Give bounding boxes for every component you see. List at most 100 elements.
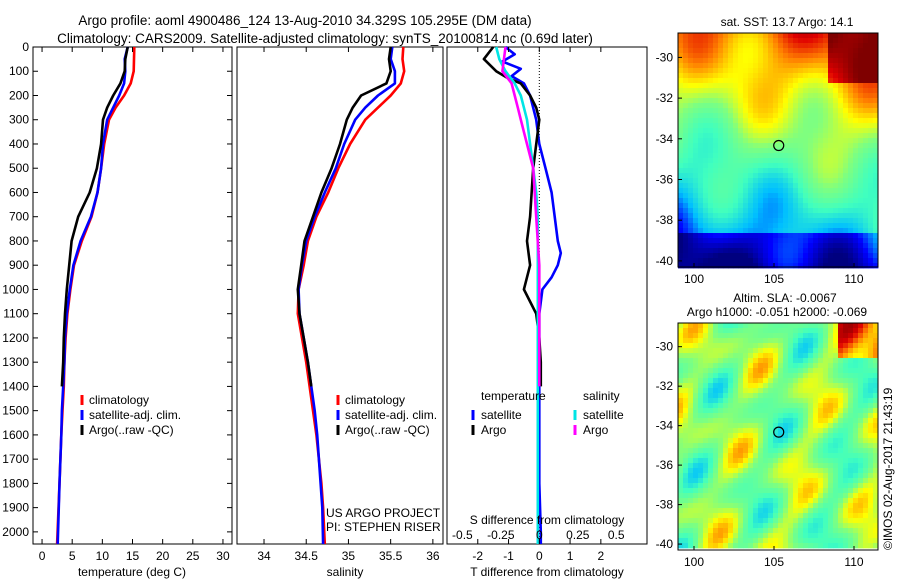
map-cell (828, 88, 834, 94)
map-cell (803, 193, 809, 199)
map-cell (738, 253, 744, 259)
map-cell (748, 253, 754, 259)
map-cell (703, 363, 709, 369)
map-cell (748, 478, 754, 484)
map-cell (843, 353, 849, 359)
map-cell (783, 93, 789, 99)
map-cell (713, 178, 719, 184)
map-cell (698, 523, 704, 529)
map-cell (843, 223, 849, 229)
map-cell (743, 173, 749, 179)
map-cell (703, 348, 709, 354)
map-cell (783, 473, 789, 479)
map-cell (758, 153, 764, 159)
map-cell (868, 213, 874, 219)
map-cell (863, 153, 869, 159)
map-cell (868, 83, 874, 89)
map-cell (873, 428, 879, 434)
map-cell (768, 193, 774, 199)
map-cell (828, 113, 834, 119)
map-cell (753, 203, 759, 209)
map-cell (833, 108, 839, 114)
map-cell (778, 468, 784, 474)
map-cell (698, 503, 704, 509)
map-cell (718, 163, 724, 169)
map-cell (778, 483, 784, 489)
map-cell (868, 233, 874, 239)
map-cell (808, 543, 814, 549)
map-cell (788, 353, 794, 359)
map-cell (783, 543, 789, 549)
map-cell (803, 173, 809, 179)
map-cell (828, 358, 834, 364)
map-cell (743, 428, 749, 434)
map-cell (853, 163, 859, 169)
map-cell (798, 98, 804, 104)
map-cell (708, 203, 714, 209)
map-cell (768, 443, 774, 449)
map-cell (713, 168, 719, 174)
map-cell (688, 533, 694, 539)
map-cell (683, 328, 689, 334)
map-cell (773, 103, 779, 109)
map-cell (793, 78, 799, 84)
map-cell (803, 473, 809, 479)
map-cell (728, 223, 734, 229)
map-cell (793, 353, 799, 359)
map-cell (803, 478, 809, 484)
map-cell (773, 378, 779, 384)
map-cell (868, 78, 874, 84)
map-cell (803, 248, 809, 254)
map-cell (713, 218, 719, 224)
map-cell (823, 213, 829, 219)
map-cell (788, 153, 794, 159)
map-cell (728, 343, 734, 349)
map-cell (808, 513, 814, 519)
map-cell (828, 423, 834, 429)
map-cell (798, 323, 804, 329)
map-cell (743, 48, 749, 54)
map-cell (818, 33, 824, 39)
map-cell (693, 518, 699, 524)
map-cell (763, 248, 769, 254)
map-cell (683, 373, 689, 379)
map-cell (818, 213, 824, 219)
map-cell (713, 428, 719, 434)
map-cell (738, 388, 744, 394)
map-cell (748, 408, 754, 414)
map-cell (808, 243, 814, 249)
map-cell (873, 143, 879, 149)
map-cell (738, 173, 744, 179)
map-cell (768, 343, 774, 349)
map-cell (763, 228, 769, 234)
map-cell (838, 213, 844, 219)
map-cell (808, 58, 814, 64)
map-cell (813, 368, 819, 374)
map-cell (693, 173, 699, 179)
map-cell (833, 538, 839, 544)
map-cell (778, 528, 784, 534)
map-cell (678, 348, 684, 354)
map-cell (693, 423, 699, 429)
map-cell (783, 258, 789, 264)
map-cell (823, 258, 829, 264)
map-cell (733, 503, 739, 509)
map-cell (688, 353, 694, 359)
map-cell (708, 258, 714, 264)
map-cell (848, 518, 854, 524)
t-difference-xlabel: T difference from climatology (470, 565, 624, 579)
map-cell (763, 408, 769, 414)
map-cell (753, 518, 759, 524)
map-cell (828, 408, 834, 414)
map-cell (748, 148, 754, 154)
map-cell (738, 258, 744, 264)
map-cell (823, 378, 829, 384)
map-cell (718, 203, 724, 209)
map-cell (758, 323, 764, 329)
map-cell (728, 508, 734, 514)
map-cell (753, 243, 759, 249)
map-cell (733, 348, 739, 354)
map-cell (783, 138, 789, 144)
map-cell (793, 468, 799, 474)
map-cell (803, 113, 809, 119)
